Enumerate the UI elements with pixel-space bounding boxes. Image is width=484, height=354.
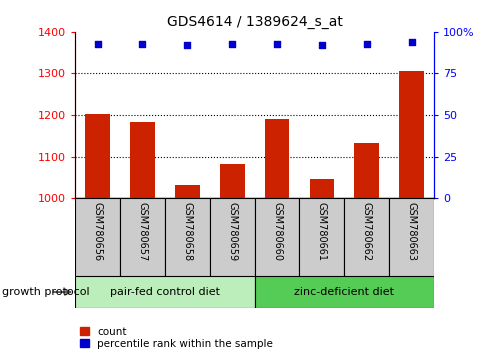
Bar bbox=[175, 185, 199, 198]
Bar bbox=[85, 114, 110, 198]
Point bbox=[272, 41, 280, 46]
Bar bbox=[309, 179, 333, 198]
Bar bbox=[254, 276, 433, 308]
Text: GSM780663: GSM780663 bbox=[406, 202, 416, 261]
Bar bbox=[398, 72, 423, 198]
Text: GSM780658: GSM780658 bbox=[182, 202, 192, 261]
Bar bbox=[75, 198, 120, 276]
Text: pair-fed control diet: pair-fed control diet bbox=[110, 287, 219, 297]
Bar bbox=[209, 198, 254, 276]
Text: GSM780657: GSM780657 bbox=[137, 202, 147, 261]
Point bbox=[93, 41, 101, 46]
Point bbox=[138, 41, 146, 46]
Text: GSM780660: GSM780660 bbox=[272, 202, 282, 261]
Bar bbox=[165, 198, 209, 276]
Bar bbox=[130, 122, 154, 198]
Bar bbox=[254, 198, 299, 276]
Title: GDS4614 / 1389624_s_at: GDS4614 / 1389624_s_at bbox=[166, 16, 342, 29]
Legend: count, percentile rank within the sample: count, percentile rank within the sample bbox=[80, 327, 272, 349]
Bar bbox=[120, 198, 165, 276]
Point bbox=[407, 39, 415, 45]
Point bbox=[362, 41, 370, 46]
Point bbox=[183, 42, 191, 48]
Bar bbox=[219, 164, 244, 198]
Text: GSM780659: GSM780659 bbox=[227, 202, 237, 261]
Point bbox=[228, 41, 236, 46]
Text: GSM780661: GSM780661 bbox=[316, 202, 326, 261]
Text: growth protocol: growth protocol bbox=[2, 287, 90, 297]
Bar bbox=[344, 198, 388, 276]
Bar bbox=[75, 276, 254, 308]
Text: GSM780656: GSM780656 bbox=[92, 202, 103, 261]
Text: zinc-deficient diet: zinc-deficient diet bbox=[294, 287, 393, 297]
Bar bbox=[388, 198, 433, 276]
Bar bbox=[264, 119, 289, 198]
Bar bbox=[354, 143, 378, 198]
Text: GSM780662: GSM780662 bbox=[361, 202, 371, 261]
Point bbox=[318, 42, 325, 48]
Bar bbox=[299, 198, 344, 276]
